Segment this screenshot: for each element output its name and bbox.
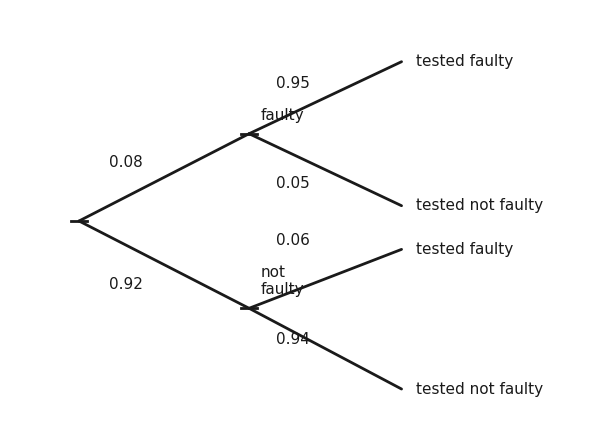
Text: tested not faulty: tested not faulty [416,198,543,213]
Text: 0.95: 0.95 [276,76,310,91]
Text: 0.94: 0.94 [276,332,310,347]
Text: 0.08: 0.08 [109,155,143,170]
Text: not
faulty: not faulty [261,265,304,297]
Text: 0.92: 0.92 [109,277,143,292]
Text: 0.05: 0.05 [276,176,310,191]
Text: 0.06: 0.06 [276,233,310,248]
Text: tested faulty: tested faulty [416,54,513,69]
Text: faulty: faulty [261,108,304,123]
Text: tested faulty: tested faulty [416,242,513,257]
Text: tested not faulty: tested not faulty [416,381,543,396]
